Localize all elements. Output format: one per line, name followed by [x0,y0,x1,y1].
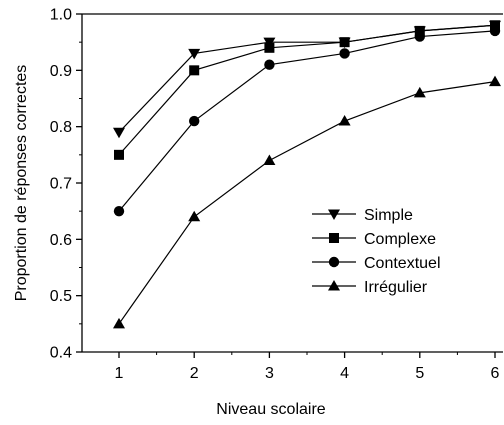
data-point [413,86,426,98]
legend-marker [328,280,340,291]
data-point [189,65,200,76]
legend-label: Contextuel [364,255,441,272]
legend-marker [329,233,339,243]
y-tick-label: 0.8 [50,119,72,136]
y-tick-label: 0.5 [50,288,72,305]
axes: 0.4 0.5 0.6 0.7 0.8 0.9 1.0 1 2 3 4 5 6 [50,7,503,382]
data-point [339,37,350,48]
y-tick-label: 0.9 [50,63,72,80]
data-point [188,210,201,222]
x-tick-label: 1 [115,365,124,382]
legend-item: Irrégulier [312,279,428,296]
data-point [489,25,501,37]
data-point [114,149,124,160]
legend-label: Simple [364,207,413,224]
y-tick-label: 0.7 [50,176,72,193]
data-point [264,42,275,53]
legend-item: Simple [312,207,413,224]
data-point [189,115,200,127]
legend-item: Contextuel [312,255,441,272]
y-tick-label: 1.0 [50,7,72,24]
x-tick-label: 6 [491,365,500,382]
series-complexe [114,20,500,160]
y-tick-label: 0.6 [50,232,72,249]
x-tick-label: 3 [265,365,274,382]
y-axis-label: Proportion de réponses correctes [13,65,30,302]
x-axis-label: Niveau scolaire [216,401,325,418]
data-point [339,48,350,59]
data-point [113,127,125,139]
series-simple [113,20,501,139]
legend-item: Complexe [312,231,436,248]
data-point [113,317,125,329]
series-irrégulier [113,75,501,329]
data-point [414,25,425,36]
legend: Simple Complexe Contextuel Irrégulier [312,207,441,296]
legend-label: Irrégulier [364,279,428,296]
data-point [113,205,125,217]
series-contextuel [113,25,501,217]
legend-marker [328,256,340,268]
series-layer [113,20,501,329]
y-tick-label: 0.4 [50,345,72,362]
legend-label: Complexe [364,231,436,248]
series-line [118,24,496,133]
data-point [264,59,275,70]
x-tick-label: 2 [190,365,199,382]
x-tick-label: 5 [415,365,424,382]
data-point [414,31,425,42]
series-line [118,24,496,156]
series-line [118,81,496,325]
legend-marker [328,209,340,220]
series-line [118,30,496,212]
data-point [338,115,351,126]
data-point [263,154,276,165]
data-point [188,48,201,60]
data-point [489,75,501,87]
data-point [490,20,500,31]
x-tick-label: 4 [340,365,349,382]
